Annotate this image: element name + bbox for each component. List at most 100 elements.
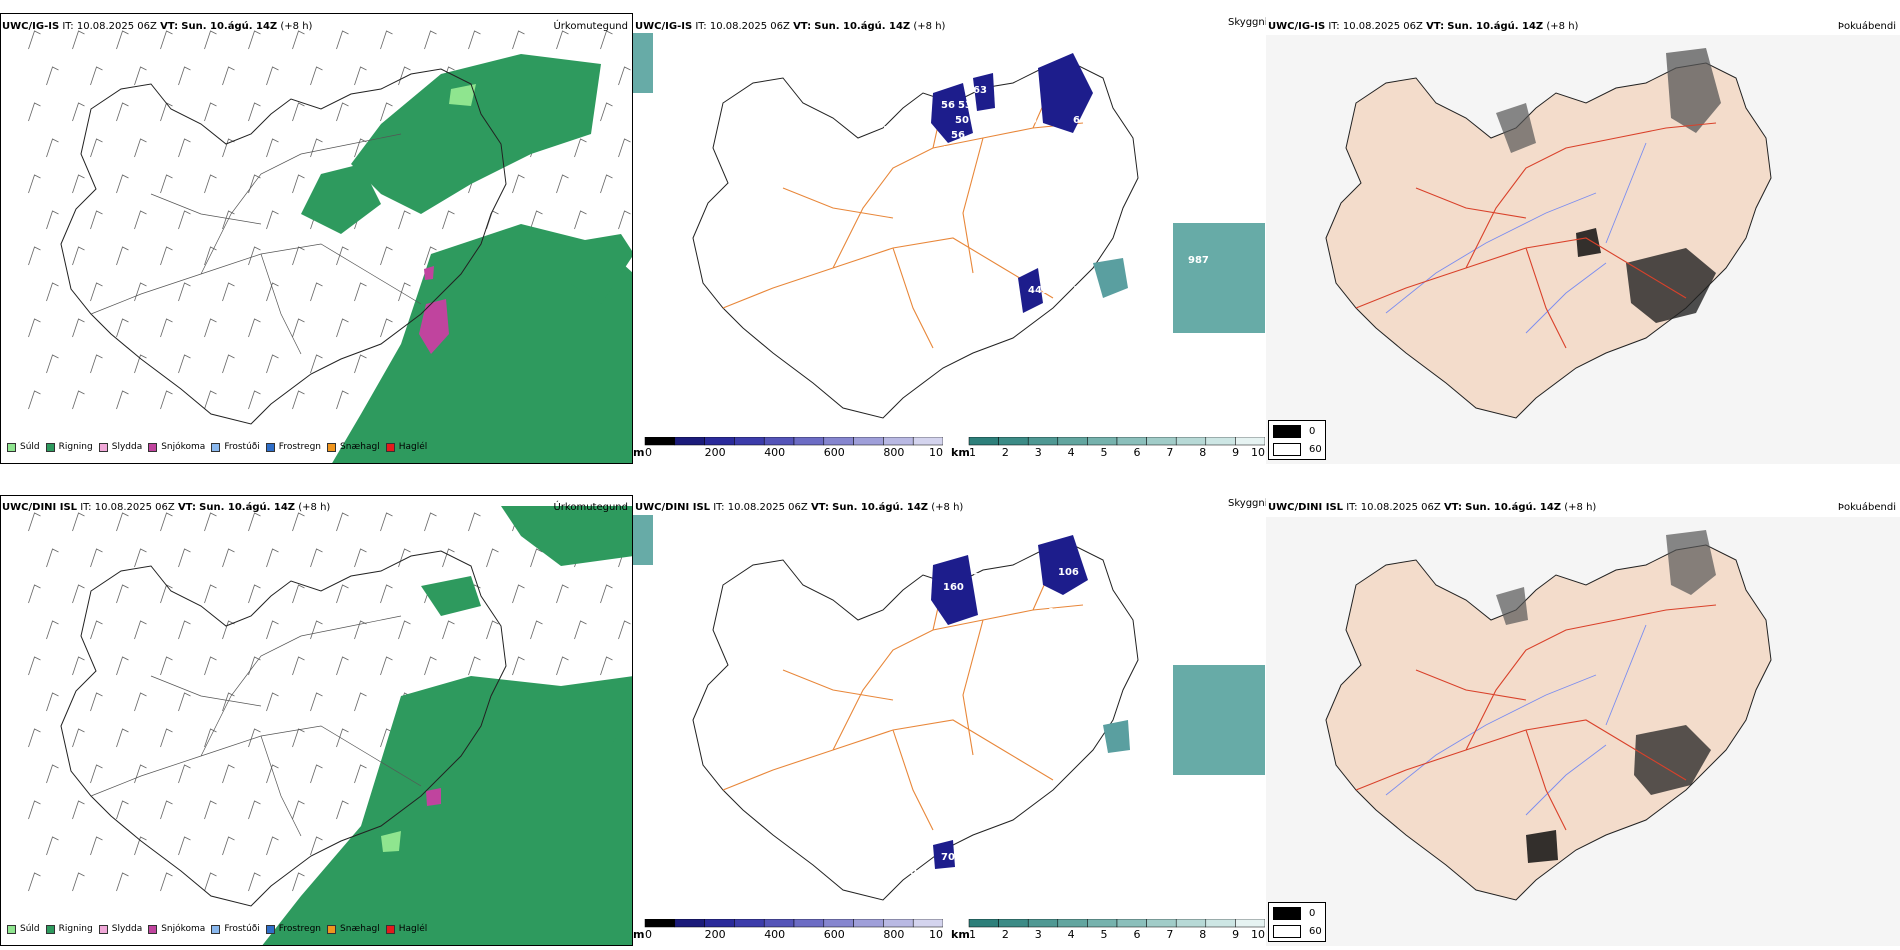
wind-barb	[72, 246, 85, 266]
wind-barb	[90, 354, 103, 374]
colorbar-segment	[674, 437, 705, 446]
legend-swatch	[148, 924, 158, 934]
road-network	[90, 133, 422, 355]
wind-barb	[336, 318, 349, 338]
colorbar-tick-label: 4	[1068, 446, 1075, 459]
legend-swatch	[385, 924, 395, 934]
legend-label: Snjókoma	[161, 442, 206, 452]
valid-time: Sun. 10.ágú. 14Z	[832, 502, 929, 513]
wind-barb	[160, 512, 173, 532]
wind-barb	[116, 174, 129, 194]
wind-barb	[618, 66, 631, 86]
wind-barb	[512, 174, 525, 194]
wind-barb	[354, 692, 367, 712]
visibility-label: 443	[1028, 285, 1049, 296]
lead-time: (+8 h)	[280, 21, 313, 32]
low-cloud-area	[973, 73, 995, 111]
wind-barb	[248, 390, 261, 410]
visibility-label: 23	[1133, 567, 1147, 578]
wind-barb	[398, 66, 411, 86]
wind-barb	[248, 318, 261, 338]
wind-barb	[46, 548, 59, 568]
visibility-sea-area	[1173, 665, 1265, 775]
legend-item: Haglél	[385, 924, 427, 934]
wind-barb	[336, 584, 349, 604]
panel-header: UWC/IG-IS IT: 10.08.2025 06Z VT: Sun. 10…	[635, 21, 945, 33]
legend-item: Snæhagl	[327, 924, 380, 934]
road-network	[722, 564, 1084, 831]
panel-header: UWC/DINI ISL IT: 10.08.2025 06Z VT: Sun.…	[2, 502, 330, 514]
wind-barb	[204, 656, 217, 676]
wind-barb	[134, 282, 147, 302]
wind-barb	[134, 354, 147, 374]
legend-item: Frostúði	[211, 442, 260, 452]
valid-time: Sun. 10.ágú. 14Z	[814, 21, 911, 32]
visibility-label: 37	[883, 125, 897, 136]
colorbar-segment	[1116, 919, 1147, 928]
wind-barb	[160, 174, 173, 194]
wind-barb	[90, 282, 103, 302]
wind-barb	[292, 318, 305, 338]
wind-barb	[292, 174, 305, 194]
valid-time: Sun. 10.ágú. 14Z	[181, 21, 278, 32]
wind-barb	[160, 390, 173, 410]
wind-barb	[204, 584, 217, 604]
cloud-base-colorbar: m0 200 400 600 800 1000	[633, 437, 943, 459]
wind-barb	[72, 318, 85, 338]
model-name: UWC/DINI ISL	[635, 502, 711, 513]
wind-barb	[46, 354, 59, 374]
lead-time: (+8 h)	[1564, 502, 1597, 513]
wind-barb	[160, 872, 173, 892]
legend-label: Frostregn	[278, 442, 322, 452]
wind-barb	[178, 282, 191, 302]
wind-barb	[72, 174, 85, 194]
wind-barb	[468, 30, 481, 50]
colorbar-tick-label: 3	[1035, 928, 1042, 941]
rain-area	[301, 164, 381, 234]
colorbar-segment	[1087, 437, 1118, 446]
visibility-label: 88	[1038, 260, 1052, 271]
wind-barb	[72, 656, 85, 676]
wind-barb	[46, 282, 59, 302]
wind-barb	[134, 620, 147, 640]
wind-barb	[266, 548, 279, 568]
visibility-sea-area	[633, 515, 653, 565]
visibility-label: 60	[673, 557, 687, 568]
colorbar-unit: km	[951, 446, 970, 459]
colorbar-tick-label: 400	[764, 928, 785, 941]
fog-indicator-panel-bottom: 0 60	[1266, 495, 1900, 946]
wind-barb	[292, 512, 305, 532]
wind-barb	[310, 548, 323, 568]
fog-key-swatch	[1273, 907, 1301, 920]
colorbar-segment	[734, 919, 765, 928]
wind-barb	[72, 800, 85, 820]
wind-barb	[266, 354, 279, 374]
visibility-label: 125	[1073, 592, 1094, 603]
legend-swatch	[7, 442, 16, 452]
colorbar-segment	[1175, 919, 1207, 928]
wind-barb	[90, 210, 103, 230]
wind-barb	[28, 800, 41, 820]
precip-type-panel-top: Súld Rigning Slydda Snjókoma Frostúði Frostre…	[0, 13, 633, 464]
wind-barb	[204, 512, 217, 532]
legend-label: Slydda	[111, 442, 143, 452]
legend-label: Snæhagl	[340, 924, 380, 934]
precip-type-map-top	[28, 30, 632, 463]
wind-barb	[354, 66, 367, 86]
legend-swatch	[98, 924, 108, 934]
visibility-label: 115	[1048, 607, 1069, 618]
colorbar-segment	[704, 437, 735, 446]
wind-barb	[600, 30, 613, 50]
wind-barb	[134, 66, 147, 86]
wind-barb	[310, 836, 323, 856]
colorbar-segment	[793, 437, 825, 446]
fog-area	[1634, 725, 1711, 795]
wind-barb	[266, 692, 279, 712]
colorbar-segment	[1027, 919, 1059, 928]
legend-item: Slydda	[98, 924, 142, 934]
wind-barb	[292, 800, 305, 820]
wind-barb	[292, 246, 305, 266]
low-cloud-area	[1018, 268, 1043, 313]
fog-key: 0 60	[1268, 420, 1326, 460]
